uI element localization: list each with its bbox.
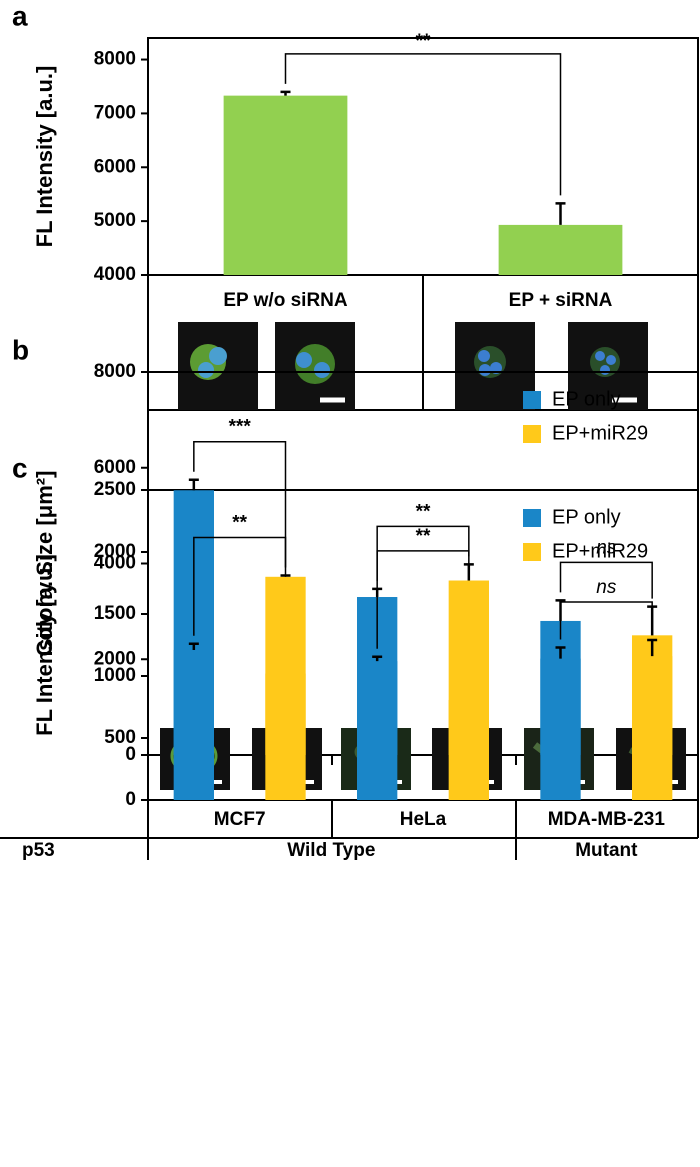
significance-label: ** (232, 513, 247, 534)
y-axis-label: FL Intensity [a.u.] (32, 554, 57, 736)
y-tick-label: 8000 (94, 49, 136, 70)
error-bar (188, 642, 199, 650)
significance-bracket (284, 53, 562, 196)
y-tick-label: 4000 (94, 553, 136, 574)
error-bar (647, 638, 658, 657)
panel-letter: a (12, 0, 28, 31)
bar (173, 649, 214, 800)
error-bar (280, 90, 291, 96)
error-bar (463, 563, 474, 581)
group-label: Wild Type (287, 840, 375, 861)
significance-label: ns (596, 577, 617, 598)
legend-swatch (523, 509, 541, 527)
y-tick-label: 6000 (94, 457, 136, 478)
panel-c-frame (147, 489, 699, 801)
bar (265, 576, 306, 800)
legend-swatch (523, 425, 541, 443)
y-tick-label: 4000 (94, 264, 136, 285)
error-bar (372, 655, 383, 662)
legend-swatch (523, 543, 541, 561)
error-bar (555, 202, 566, 225)
y-tick-label: 0 (125, 789, 136, 810)
legend-label: EP only (552, 506, 621, 528)
x-tick-label: MDA-MB-231 (548, 809, 666, 830)
bar (357, 661, 398, 800)
y-axis-label: FL Intensity [a.u.] (32, 66, 57, 248)
legend-label: EP only (552, 388, 621, 410)
group-label: Mutant (575, 840, 638, 861)
panel-letter: c (12, 452, 28, 483)
row-label: p53 (22, 840, 55, 861)
x-tick-label: EP + siRNA (509, 290, 613, 311)
y-tick-label: 2000 (94, 648, 136, 669)
bar (540, 658, 581, 800)
bar (632, 656, 673, 800)
y-tick-label: 1000 (94, 665, 136, 686)
error-bar (555, 646, 566, 659)
error-bar (188, 478, 199, 491)
y-tick-label: 8000 (94, 361, 136, 382)
x-tick-label: HeLa (400, 809, 447, 830)
significance-label: ** (416, 526, 431, 547)
significance-label: ns (596, 537, 617, 558)
y-tick-label: 2000 (94, 541, 136, 562)
bar (448, 580, 489, 800)
legend-label: EP+miR29 (552, 540, 648, 562)
significance-label: ** (416, 31, 431, 52)
y-tick-label: 2500 (94, 479, 136, 500)
y-tick-label: 6000 (94, 156, 136, 177)
significance-bracket (193, 536, 287, 636)
bar (498, 224, 623, 275)
bar (223, 95, 348, 275)
y-tick-label: 0 (125, 744, 136, 765)
y-tick-label: 5000 (94, 210, 136, 231)
micrographs (178, 322, 648, 410)
x-tick-label: EP w/o siRNA (223, 290, 348, 311)
y-tick-label: 500 (104, 727, 136, 748)
significance-label: *** (229, 417, 252, 438)
legend-label: EP+miR29 (552, 422, 648, 444)
significance-label: ** (416, 501, 431, 522)
significance-bracket (376, 525, 470, 649)
x-tick-label: MCF7 (214, 809, 266, 830)
panel-letter: b (12, 334, 29, 365)
error-bar (280, 574, 291, 577)
significance-bracket (559, 561, 653, 599)
significance-bracket (559, 601, 653, 640)
y-axis-label: Colony Size [μm²] (32, 471, 57, 657)
legend-swatch (523, 391, 541, 409)
y-tick-label: 7000 (94, 102, 136, 123)
micrographs (160, 728, 686, 790)
y-tick-label: 1500 (94, 603, 136, 624)
